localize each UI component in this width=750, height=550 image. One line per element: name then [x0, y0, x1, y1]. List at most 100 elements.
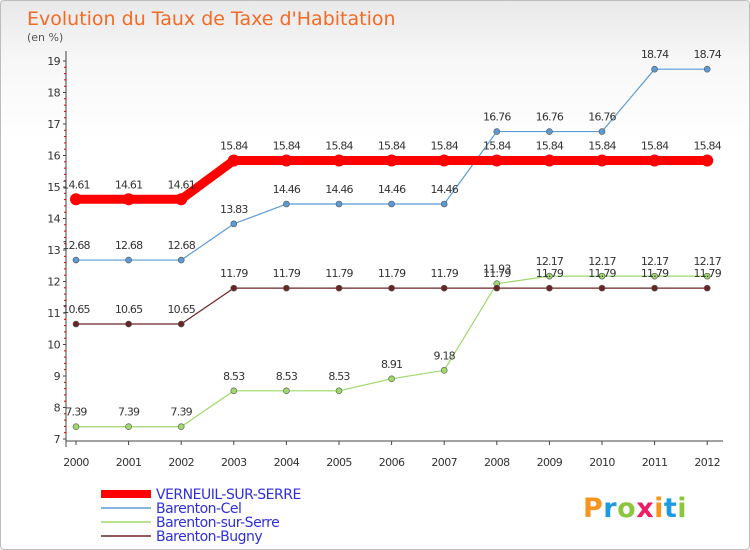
logo-letter: x [636, 493, 654, 524]
data-point [335, 284, 343, 292]
x-tick-label: 2001 [116, 456, 142, 469]
data-point [438, 154, 451, 167]
data-point [177, 320, 185, 328]
logo-letter: i [677, 493, 687, 524]
data-label: 12.17 [588, 255, 616, 268]
data-label: 11.79 [536, 267, 564, 280]
y-tick-label: 10 [47, 339, 60, 352]
data-point [283, 284, 290, 292]
data-point [125, 423, 132, 431]
x-tick-label: 2008 [484, 456, 510, 469]
data-point [388, 284, 395, 292]
data-label: 15.84 [220, 140, 248, 153]
data-label: 18.74 [641, 48, 669, 61]
data-point [493, 128, 501, 135]
logo-letter: t [664, 493, 677, 524]
data-point [175, 193, 188, 206]
series-line [76, 275, 708, 428]
logo-letter: r [603, 493, 617, 524]
data-label: 15.84 [430, 140, 458, 153]
x-tick-label: 2000 [63, 456, 89, 469]
data-label: 11.79 [325, 267, 353, 280]
data-label: 15.84 [641, 140, 669, 153]
proxiti-logo: Proxiti [583, 493, 687, 524]
data-label: 14.61 [115, 178, 143, 191]
data-label: 11.79 [378, 267, 406, 280]
data-label: 14.46 [378, 183, 406, 196]
data-point [440, 367, 448, 374]
data-label: 15.84 [536, 140, 564, 153]
x-tick-label: 2012 [694, 456, 720, 469]
data-label: 15.84 [588, 140, 616, 153]
data-label: 11.79 [273, 267, 301, 280]
y-tick-label: 14 [47, 213, 60, 226]
logo-text: Proxiti [583, 493, 687, 524]
data-point [177, 423, 185, 431]
y-tick-label: 18 [47, 87, 60, 100]
logo-letter: P [583, 493, 603, 524]
data-label: 15.84 [273, 140, 301, 153]
data-label: 18.74 [693, 48, 721, 61]
data-label: 14.46 [430, 183, 458, 196]
data-point [283, 200, 290, 208]
data-point [546, 128, 553, 135]
y-tick-label: 17 [47, 118, 60, 131]
data-point [598, 128, 606, 135]
data-label: 16.76 [536, 111, 564, 124]
chart-title: Evolution du Taux de Taxe d'Habitation [27, 8, 396, 30]
data-label: 12.17 [693, 255, 721, 268]
data-point [648, 154, 661, 167]
data-label: 11.79 [641, 267, 669, 280]
data-label: 15.84 [483, 140, 511, 153]
data-label: 11.79 [588, 267, 616, 280]
series-2 [72, 272, 711, 431]
data-point [598, 272, 606, 280]
y-tick-label: 19 [47, 55, 60, 68]
data-label: 11.79 [430, 267, 458, 280]
data-point [703, 284, 711, 292]
data-label: 12.17 [641, 255, 669, 268]
data-point [546, 272, 553, 280]
data-point [72, 423, 80, 431]
data-label: 11.93 [483, 263, 511, 276]
data-point [703, 65, 711, 73]
data-label: 14.61 [62, 178, 90, 191]
y-tick-label: 15 [47, 181, 60, 194]
data-label: 14.46 [325, 183, 353, 196]
data-point [230, 284, 238, 292]
data-point [493, 284, 501, 292]
data-label: 14.46 [273, 183, 301, 196]
y-tick-label: 8 [54, 402, 61, 415]
data-label: 15.84 [693, 140, 721, 153]
series-1 [72, 65, 711, 264]
data-point [177, 256, 185, 264]
data-label: 13.83 [220, 203, 248, 216]
data-point [125, 256, 132, 264]
data-labels: 14.61 14.61 14.61 15.84 15.84 15.84 15.84 15.84… [62, 48, 722, 419]
data-point [230, 387, 238, 395]
data-point [440, 200, 448, 208]
data-point [333, 154, 345, 167]
legend: VERNEUIL-SUR-SERREBarenton-CelBarenton-s… [101, 487, 301, 545]
data-label: 12.68 [62, 239, 90, 252]
data-label: 7.39 [171, 406, 193, 419]
data-label: 7.39 [65, 406, 87, 419]
axes: 7 8 9 10 11 12 13 14 15 16 17 18 19 2000 2001 2002 2003 2… [47, 51, 723, 469]
data-label: 8.53 [223, 370, 245, 383]
x-tick-label: 2007 [431, 456, 457, 469]
data-point [596, 154, 608, 167]
data-label: 8.91 [381, 358, 402, 371]
x-tick-label: 2003 [221, 456, 247, 469]
legend-label: Barenton-sur-Serre [156, 515, 279, 531]
logo-letter: o [617, 493, 636, 524]
y-tick-label: 11 [47, 307, 60, 320]
data-label: 12.68 [115, 239, 143, 252]
data-point [546, 284, 553, 292]
data-label: 12.68 [167, 239, 195, 252]
y-tick-label: 13 [47, 244, 60, 257]
data-label: 15.84 [325, 140, 353, 153]
data-point [72, 256, 80, 264]
x-tick-label: 2010 [589, 456, 615, 469]
data-label: 11.79 [693, 267, 721, 280]
